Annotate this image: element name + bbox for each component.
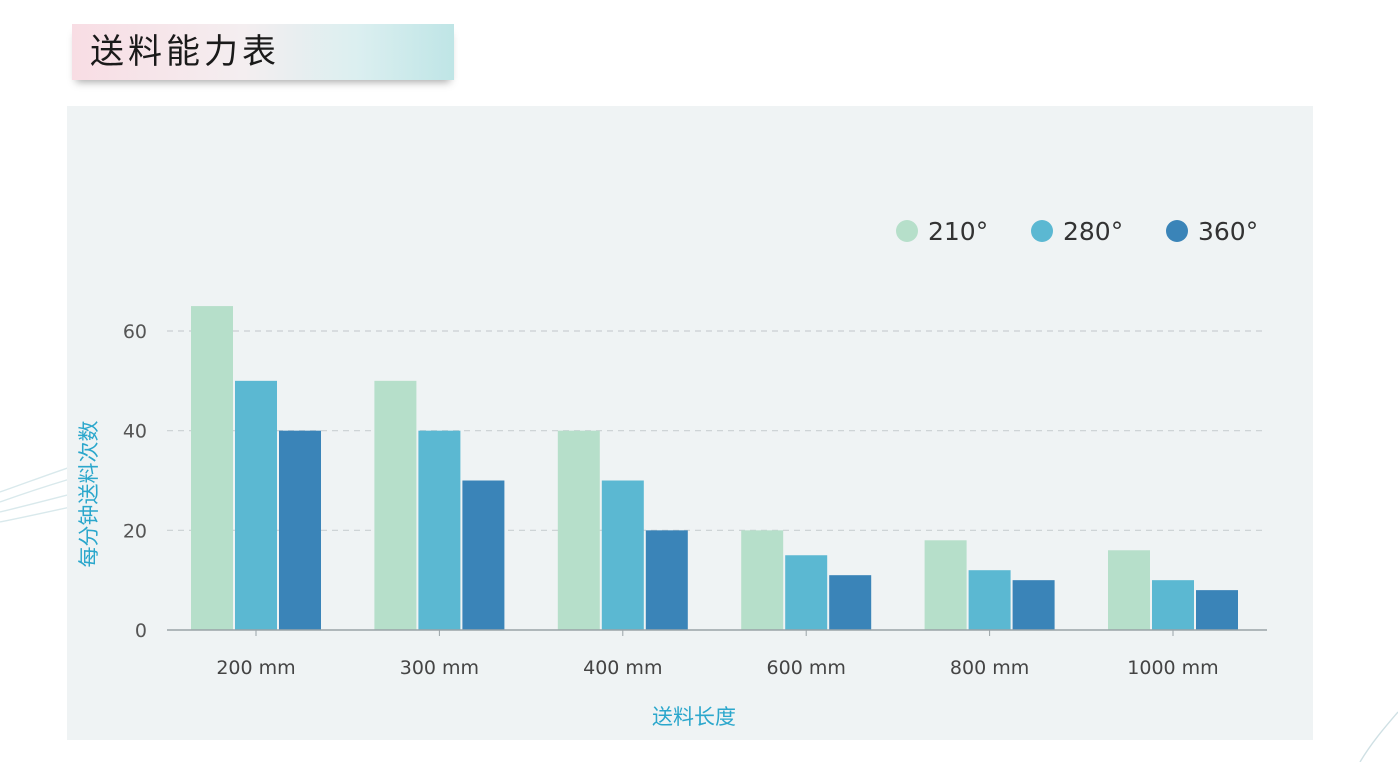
bar xyxy=(601,480,644,630)
y-tick-label: 60 xyxy=(123,321,147,343)
bar xyxy=(1196,590,1238,630)
bar-chart: 0 20 40 60 200 mm 300 mm 400 mm 600 mm 800 mm 100… xyxy=(77,217,1267,729)
title-banner: 送料能力表 xyxy=(72,24,454,80)
legend-swatch xyxy=(1166,220,1188,242)
x-tick-label: 300 mm xyxy=(400,657,479,679)
legend-label: 210° xyxy=(928,217,988,246)
bar xyxy=(785,555,828,630)
legend-swatch xyxy=(896,220,918,242)
bar xyxy=(235,380,277,630)
x-axis-title: 送料长度 xyxy=(652,705,736,729)
x-tick-label: 200 mm xyxy=(216,657,295,679)
x-tick-label: 600 mm xyxy=(767,657,846,679)
chart-panel: 0 20 40 60 200 mm 300 mm 400 mm 600 mm 800 mm 100… xyxy=(67,106,1313,740)
bar xyxy=(462,480,505,630)
legend-label: 280° xyxy=(1063,217,1123,246)
bar xyxy=(374,380,417,630)
bar xyxy=(191,306,233,630)
bar xyxy=(1012,580,1055,630)
x-tick-label: 400 mm xyxy=(583,657,662,679)
y-axis-title: 每分钟送料次数 xyxy=(77,421,101,568)
legend-swatch xyxy=(1031,220,1053,242)
bar xyxy=(418,430,461,630)
legend-label: 360° xyxy=(1198,217,1258,246)
bar xyxy=(968,570,1011,630)
y-tick-label: 0 xyxy=(135,620,147,642)
y-tick-label: 40 xyxy=(123,421,147,443)
bar xyxy=(645,530,688,630)
bar xyxy=(557,430,600,630)
y-tick-label: 20 xyxy=(123,520,147,542)
x-tick-label: 800 mm xyxy=(950,657,1029,679)
page-title: 送料能力表 xyxy=(90,32,280,72)
bar xyxy=(924,540,967,630)
bar xyxy=(1152,580,1194,630)
bar xyxy=(1108,550,1150,630)
x-tick-label: 1000 mm xyxy=(1127,657,1218,679)
bar xyxy=(829,575,872,630)
bar xyxy=(279,430,321,630)
bar xyxy=(741,530,784,630)
